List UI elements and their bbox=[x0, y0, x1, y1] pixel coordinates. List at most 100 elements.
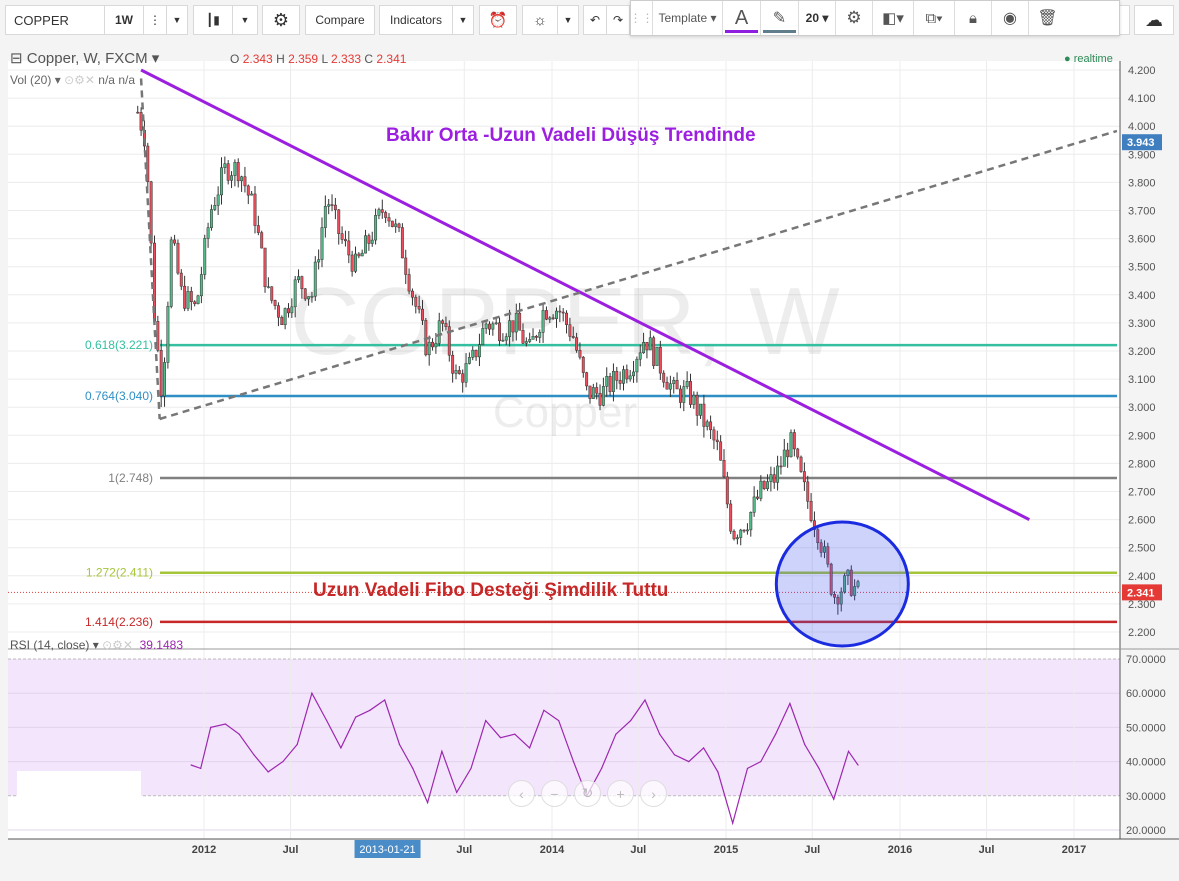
dashed-trend-line bbox=[159, 129, 1118, 421]
candle-body bbox=[762, 480, 766, 489]
gear-icon[interactable]: ⚙ bbox=[836, 1, 873, 35]
chevron-down-icon[interactable]: ▼ bbox=[232, 5, 258, 35]
candle bbox=[806, 475, 810, 509]
rsi-point bbox=[600, 767, 603, 770]
candle bbox=[531, 328, 535, 340]
alarm-add-icon[interactable]: ⏰ bbox=[479, 5, 517, 35]
candle bbox=[437, 312, 441, 347]
chevron-down-icon[interactable]: ▼ bbox=[452, 5, 474, 35]
symbol-input[interactable]: COPPER bbox=[5, 5, 105, 35]
candle-body bbox=[481, 328, 485, 345]
candle-body bbox=[471, 349, 475, 358]
cloud-upload-icon[interactable]: ☁ bbox=[1134, 5, 1174, 35]
more-icon[interactable]: ⋮ bbox=[143, 5, 167, 35]
candlestick-icon[interactable]: ┃▮ bbox=[193, 5, 233, 35]
candle-body bbox=[534, 336, 538, 338]
candle-body bbox=[484, 323, 488, 329]
candle bbox=[300, 275, 304, 299]
candle bbox=[581, 356, 585, 378]
price-tick-label: 3.700 bbox=[1128, 206, 1156, 218]
candle bbox=[364, 229, 367, 254]
candle-body bbox=[702, 403, 706, 427]
candle-body bbox=[330, 204, 334, 206]
drag-handle-icon[interactable]: ⋮⋮ bbox=[630, 1, 654, 35]
candle bbox=[394, 218, 398, 233]
compare-button[interactable]: Compare bbox=[305, 5, 375, 35]
candle bbox=[816, 527, 820, 550]
candle-body bbox=[377, 209, 381, 216]
candle bbox=[555, 307, 558, 328]
candle bbox=[675, 372, 679, 390]
candle bbox=[367, 233, 371, 251]
candle bbox=[454, 364, 458, 380]
highlight-circle bbox=[774, 520, 910, 648]
lock-icon[interactable]: 🔒︎ bbox=[955, 1, 992, 35]
chart-canvas[interactable]: 4.200 4.100 4.000 3.900 3.800 3.700 3.600 3.500… bbox=[0, 38, 1179, 881]
candle-body bbox=[307, 296, 311, 300]
chevron-down-icon[interactable]: ▼ bbox=[166, 5, 188, 35]
trash-icon[interactable]: 🗑︎ bbox=[1037, 10, 1058, 27]
candle bbox=[159, 339, 163, 407]
candle-body bbox=[136, 111, 140, 114]
candle bbox=[307, 296, 311, 306]
price-tick-label: 3.000 bbox=[1128, 402, 1156, 414]
candle-body bbox=[407, 274, 411, 292]
candle bbox=[662, 370, 666, 388]
candle bbox=[802, 462, 806, 491]
candle bbox=[320, 217, 324, 268]
undo-icon[interactable]: ↶ bbox=[583, 5, 607, 35]
pencil-icon[interactable]: ✎ bbox=[761, 1, 799, 35]
font-size-select[interactable]: 20 ▾ bbox=[799, 1, 836, 35]
candle bbox=[722, 449, 726, 479]
zoom-out-button[interactable]: − bbox=[541, 780, 568, 807]
candle bbox=[692, 391, 696, 409]
candle bbox=[374, 208, 378, 245]
price-tick-label: 3.600 bbox=[1128, 234, 1156, 246]
candle-body bbox=[216, 194, 220, 206]
send-back-icon[interactable]: ⧉▾ bbox=[914, 1, 955, 35]
candle bbox=[189, 286, 193, 311]
rsi-point bbox=[267, 771, 269, 773]
candle-body bbox=[300, 276, 304, 290]
candle-body bbox=[843, 575, 847, 593]
redo-icon[interactable]: ↷ bbox=[606, 5, 630, 35]
candle bbox=[561, 308, 565, 322]
chevron-down-icon[interactable]: ▼ bbox=[557, 5, 579, 35]
candle-body bbox=[601, 386, 605, 406]
candle-body bbox=[266, 286, 270, 289]
scroll-right-button[interactable]: › bbox=[640, 780, 667, 807]
candle bbox=[209, 204, 213, 231]
rsi-point bbox=[470, 767, 472, 770]
template-button[interactable]: Template ▾ bbox=[653, 1, 723, 35]
price-tick-label: 3.300 bbox=[1128, 318, 1156, 330]
time-tick-label: Jul bbox=[804, 844, 820, 856]
scroll-left-button[interactable]: ‹ bbox=[508, 780, 535, 807]
candle-body bbox=[223, 163, 227, 168]
fib-level-label: 0.618(3.221) bbox=[85, 338, 153, 352]
candle-body bbox=[280, 317, 284, 325]
candle bbox=[149, 180, 153, 249]
candle bbox=[618, 371, 622, 390]
candle-body bbox=[394, 223, 398, 227]
rsi-point bbox=[426, 802, 429, 804]
candle-body bbox=[715, 439, 719, 443]
interval-button[interactable]: 1W bbox=[104, 5, 144, 35]
candle-body bbox=[622, 369, 625, 384]
gear-icon[interactable]: ⚙ bbox=[262, 5, 300, 35]
candle bbox=[380, 199, 384, 219]
indicators-button[interactable]: Indicators bbox=[379, 5, 453, 35]
candle bbox=[220, 157, 223, 205]
price-tick-label: 2.600 bbox=[1128, 515, 1156, 527]
text-color-icon[interactable]: A bbox=[723, 1, 761, 35]
eye-icon[interactable]: ◉ bbox=[992, 1, 1029, 35]
zoom-in-button[interactable]: + bbox=[607, 780, 634, 807]
candle bbox=[789, 429, 793, 458]
candle-body bbox=[444, 323, 448, 327]
reset-button[interactable]: ↻ bbox=[574, 780, 601, 807]
drawing-toolbar: ⋮⋮ Template ▾ A ✎ 20 ▾ ⚙ ◧▾ ⧉▾ 🔒︎ ◉ 🗑︎ bbox=[630, 0, 1120, 36]
candle-body bbox=[226, 163, 230, 181]
lightbulb-icon[interactable]: ☼ bbox=[522, 5, 558, 35]
bring-front-icon[interactable]: ◧▾ bbox=[873, 1, 914, 35]
candle-body bbox=[464, 363, 468, 383]
rsi-point bbox=[789, 702, 791, 705]
